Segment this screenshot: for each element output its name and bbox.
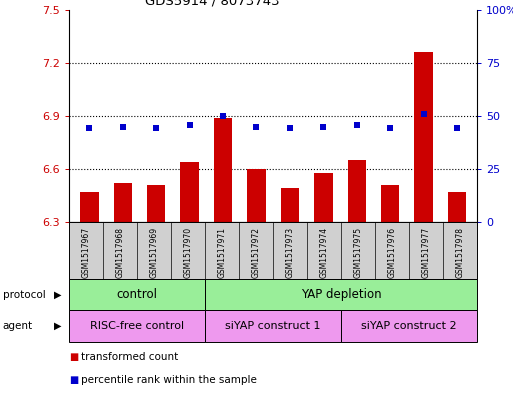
Point [453, 125, 461, 131]
Bar [281, 188, 299, 222]
Point [85, 125, 93, 131]
Bar [181, 162, 199, 222]
Text: GSM1517978: GSM1517978 [456, 227, 465, 277]
Text: GDS5914 / 8073743: GDS5914 / 8073743 [145, 0, 279, 8]
Text: GSM1517972: GSM1517972 [252, 227, 261, 277]
Text: GSM1517967: GSM1517967 [82, 227, 91, 278]
Point [319, 123, 327, 130]
Text: GSM1517969: GSM1517969 [150, 227, 159, 278]
Point [352, 121, 361, 128]
Point [152, 125, 160, 131]
Bar [113, 183, 132, 222]
Text: ▶: ▶ [54, 290, 62, 300]
Text: siYAP construct 1: siYAP construct 1 [225, 321, 321, 331]
Text: GSM1517975: GSM1517975 [353, 227, 363, 278]
Text: ▶: ▶ [54, 321, 62, 331]
Bar [214, 118, 232, 222]
Point [186, 121, 194, 128]
Bar [247, 169, 266, 222]
Text: ■: ■ [69, 353, 78, 362]
Text: transformed count: transformed count [81, 353, 178, 362]
Text: YAP depletion: YAP depletion [301, 288, 382, 301]
Text: GSM1517971: GSM1517971 [218, 227, 227, 277]
Bar [80, 192, 98, 222]
Text: control: control [117, 288, 157, 301]
Point [119, 123, 127, 130]
Bar [448, 192, 466, 222]
Text: agent: agent [3, 321, 33, 331]
Text: RISC-free control: RISC-free control [90, 321, 184, 331]
Bar [347, 160, 366, 222]
Point [386, 125, 394, 131]
Text: siYAP construct 2: siYAP construct 2 [361, 321, 457, 331]
Point [286, 125, 294, 131]
Text: GSM1517968: GSM1517968 [116, 227, 125, 277]
Text: protocol: protocol [3, 290, 45, 300]
Text: GSM1517977: GSM1517977 [422, 227, 430, 278]
Text: GSM1517970: GSM1517970 [184, 227, 193, 278]
Text: GSM1517974: GSM1517974 [320, 227, 329, 278]
Bar [147, 185, 165, 222]
Point [420, 111, 428, 117]
Text: ■: ■ [69, 375, 78, 385]
Point [252, 123, 261, 130]
Bar [415, 52, 433, 222]
Text: GSM1517973: GSM1517973 [286, 227, 294, 278]
Text: percentile rank within the sample: percentile rank within the sample [81, 375, 256, 385]
Bar [314, 173, 332, 222]
Bar [381, 185, 399, 222]
Text: GSM1517976: GSM1517976 [388, 227, 397, 278]
Point [219, 113, 227, 119]
